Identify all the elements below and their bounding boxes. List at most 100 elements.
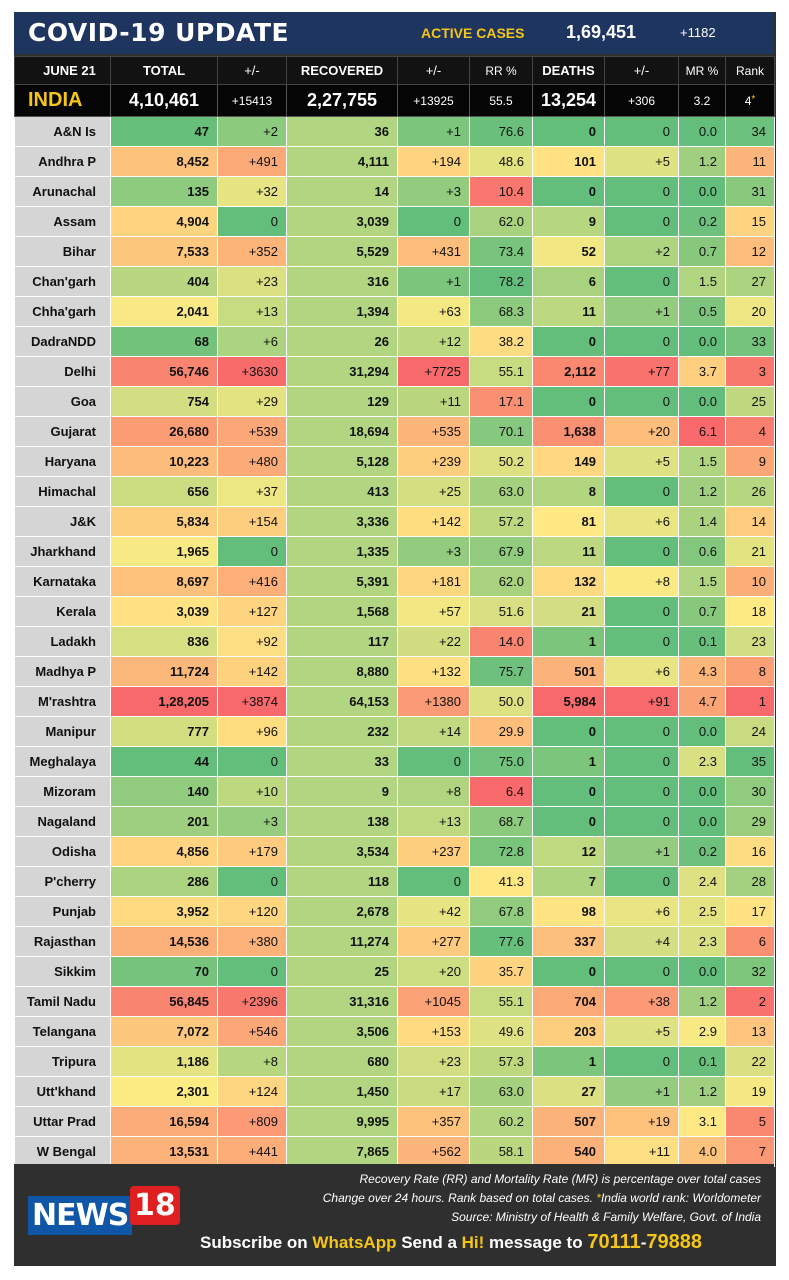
rank: 2 (725, 986, 775, 1017)
state-name: P'cherry (14, 866, 111, 897)
total-change: +10 (217, 776, 287, 807)
deaths-change: 0 (604, 746, 679, 777)
table-row: M'rashtra 1,28,205 +3874 64,153 +1380 50.0 5,9… (14, 686, 775, 717)
deaths: 0 (532, 806, 605, 837)
recovery-rate: 14.0 (469, 626, 533, 657)
total-change: 0 (217, 536, 287, 567)
state-name: Ladakh (14, 626, 111, 657)
total-change: +154 (217, 506, 287, 537)
title-bar (14, 12, 774, 54)
recovered: 316 (286, 266, 398, 297)
total-cases: 140 (110, 776, 218, 807)
table-row: Himachal 656 +37 413 +25 63.0 8 0 1.2 26 (14, 476, 775, 507)
recovered: 11,274 (286, 926, 398, 957)
state-name: A&N Is (14, 116, 111, 147)
india-recovered-change: +13925 (397, 84, 470, 117)
total-cases: 3,952 (110, 896, 218, 927)
rank: 12 (725, 236, 775, 267)
total-cases: 404 (110, 266, 218, 297)
table-row: P'cherry 286 0 118 0 41.3 7 0 2.4 28 (14, 866, 775, 897)
subscribe-text-a: Subscribe on (200, 1233, 313, 1252)
recovered-change: +3 (397, 176, 470, 207)
active-cases-change: +1182 (680, 25, 716, 40)
active-cases-value: 1,69,451 (566, 22, 637, 42)
recovered-change: +7725 (397, 356, 470, 387)
rank: 20 (725, 296, 775, 327)
recovery-rate: 48.6 (469, 146, 533, 177)
table-row: W Bengal 13,531 +441 7,865 +562 58.1 540 +11 4.0… (14, 1136, 775, 1167)
state-name: Haryana (14, 446, 111, 477)
total-change: 0 (217, 746, 287, 777)
total-cases: 135 (110, 176, 218, 207)
deaths: 11 (532, 536, 605, 567)
rank: 8 (725, 656, 775, 687)
total-change: 0 (217, 206, 287, 237)
total-cases: 1,965 (110, 536, 218, 567)
rank: 15 (725, 206, 775, 237)
recovered-change: +13 (397, 806, 470, 837)
state-name: Rajasthan (14, 926, 111, 957)
table-row: Kerala 3,039 +127 1,568 +57 51.6 21 0 0.7 18 (14, 596, 775, 627)
deaths-change: 0 (604, 386, 679, 417)
recovered-change: +23 (397, 1046, 470, 1077)
recovered: 232 (286, 716, 398, 747)
deaths-change: 0 (604, 596, 679, 627)
mortality-rate: 0.1 (678, 1046, 726, 1077)
table-row: Madhya P 11,724 +142 8,880 +132 75.7 501 +6 4.3 8 (14, 656, 775, 687)
rank: 7 (725, 1136, 775, 1167)
footnote-change-text: Change over 24 hours. Rank based on tota… (322, 1191, 597, 1205)
india-rank-cell: 4* (725, 84, 775, 117)
total-change: +480 (217, 446, 287, 477)
table-row: Punjab 3,952 +120 2,678 +42 67.8 98 +6 2.5 17 (14, 896, 775, 927)
total-cases: 13,531 (110, 1136, 218, 1167)
recovered: 8,880 (286, 656, 398, 687)
recovered-change: +11 (397, 386, 470, 417)
deaths: 0 (532, 776, 605, 807)
recovered: 1,335 (286, 536, 398, 567)
total-change: +124 (217, 1076, 287, 1107)
recovery-rate: 76.6 (469, 116, 533, 147)
mortality-rate: 0.6 (678, 536, 726, 567)
total-change: +809 (217, 1106, 287, 1137)
total-cases: 47 (110, 116, 218, 147)
recovered: 25 (286, 956, 398, 987)
deaths: 81 (532, 506, 605, 537)
deaths-change: +6 (604, 896, 679, 927)
deaths-change: +5 (604, 446, 679, 477)
deaths-change: 0 (604, 176, 679, 207)
rank: 24 (725, 716, 775, 747)
recovered: 1,394 (286, 296, 398, 327)
deaths: 0 (532, 176, 605, 207)
recovery-rate: 62.0 (469, 206, 533, 237)
recovered: 64,153 (286, 686, 398, 717)
active-cases-label: ACTIVE CASES (421, 25, 525, 41)
state-name: Uttar Prad (14, 1106, 111, 1137)
recovered: 5,128 (286, 446, 398, 477)
deaths: 1 (532, 1046, 605, 1077)
deaths-change: 0 (604, 956, 679, 987)
recovered: 2,678 (286, 896, 398, 927)
recovery-rate: 58.1 (469, 1136, 533, 1167)
recovered-change: +237 (397, 836, 470, 867)
mortality-rate: 3.1 (678, 1106, 726, 1137)
deaths-change: 0 (604, 326, 679, 357)
india-mr: 3.2 (678, 84, 726, 117)
recovered-change: +562 (397, 1136, 470, 1167)
deaths-change: +1 (604, 296, 679, 327)
mortality-rate: 1.2 (678, 146, 726, 177)
rr-header: RR % (469, 56, 533, 85)
mortality-rate: 0.1 (678, 626, 726, 657)
total-change: +416 (217, 566, 287, 597)
total-change: +23 (217, 266, 287, 297)
recovered-change: +277 (397, 926, 470, 957)
table-row: Haryana 10,223 +480 5,128 +239 50.2 149 +5 1.5 9 (14, 446, 775, 477)
total-cases: 8,697 (110, 566, 218, 597)
total-cases: 836 (110, 626, 218, 657)
total-cases: 5,834 (110, 506, 218, 537)
total-cases: 68 (110, 326, 218, 357)
state-name: Utt'khand (14, 1076, 111, 1107)
mortality-rate: 2.3 (678, 926, 726, 957)
total-change: +3630 (217, 356, 287, 387)
total-change-header: +/- (217, 56, 287, 85)
deaths-change-header: +/- (604, 56, 679, 85)
